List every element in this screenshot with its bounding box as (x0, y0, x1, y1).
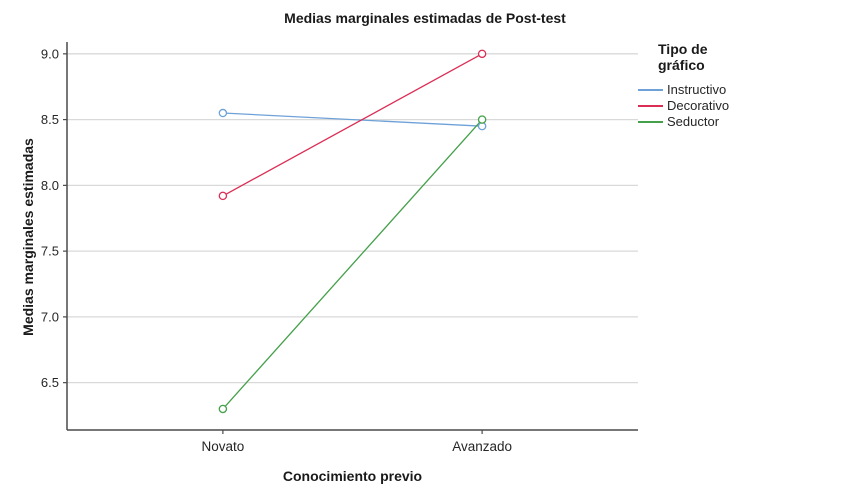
legend-label-instructivo: Instructivo (667, 82, 727, 98)
series-line-seductor (222, 119, 483, 410)
marker-seductor-novato (218, 404, 228, 414)
y-tick-label: 9.0 (41, 46, 59, 61)
legend-title: Tipo de gráfico (658, 41, 708, 73)
marker-decorativo-novato (218, 191, 228, 201)
y-axis-title: Medias marginales estimadas (20, 138, 36, 336)
legend-item-decorativo: Decorativo (638, 98, 838, 114)
y-tick-label: 6.5 (41, 375, 59, 390)
y-tick-label: 8.0 (41, 178, 59, 193)
series-line-decorativo (222, 53, 483, 197)
marker-instructivo-novato (218, 108, 228, 118)
x-tick-label-novato: Novato (201, 439, 244, 454)
legend-item-instructivo: Instructivo (638, 82, 838, 98)
legend-swatch-decorativo (638, 104, 663, 107)
y-tick-label: 7.5 (41, 244, 59, 259)
legend: Tipo de gráfico Instructivo Decorativo Sed… (638, 41, 838, 130)
series-line-instructivo (222, 112, 483, 127)
chart-title: Medias marginales estimadas de Post-test (284, 10, 566, 26)
x-axis-title: Conocimiento previo (282, 468, 423, 484)
legend-swatch-seductor (638, 120, 663, 123)
marker-seductor-avanzado (477, 115, 487, 124)
legend-label-decorativo: Decorativo (667, 98, 730, 114)
y-tick-label: 8.5 (41, 112, 59, 127)
y-tick-label: 7.0 (41, 309, 59, 324)
legend-swatch-instructivo (638, 88, 663, 91)
legend-label-seductor: Seductor (667, 114, 720, 130)
legend-item-seductor: Seductor (638, 114, 838, 130)
legend-items: Instructivo Decorativo Seductor (638, 82, 838, 130)
x-tick-label-avanzado: Avanzado (452, 439, 512, 454)
marker-decorativo-avanzado (477, 49, 487, 59)
